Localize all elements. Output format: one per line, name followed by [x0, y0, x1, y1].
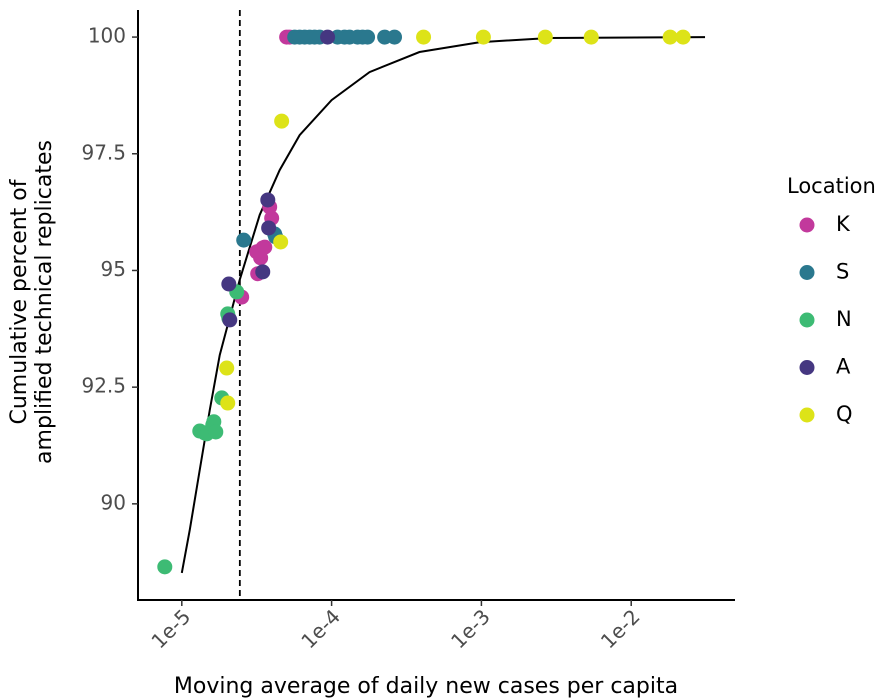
legend-marker — [799, 265, 815, 280]
x-tick-label: 1e-4 — [296, 604, 345, 653]
point — [387, 29, 403, 45]
point — [157, 559, 173, 575]
legend-label: S — [836, 260, 849, 284]
point — [273, 234, 289, 250]
y-tick-label: 100 — [88, 24, 126, 48]
point — [236, 232, 252, 248]
point — [662, 29, 678, 45]
y-axis-label: Cumulative percent of — [7, 178, 32, 424]
x-tick-label: 1e-3 — [446, 604, 495, 653]
point — [219, 360, 235, 376]
point — [475, 29, 491, 45]
legend-marker — [799, 407, 815, 423]
point — [675, 29, 691, 45]
point — [583, 29, 599, 45]
y-tick-label: 97.5 — [81, 140, 126, 164]
point — [222, 312, 238, 328]
legend-title: Location — [787, 174, 876, 198]
legend-label: K — [836, 212, 851, 236]
y-tick-label: 92.5 — [81, 374, 126, 398]
y-tick-label: 95 — [101, 257, 126, 281]
point — [221, 276, 237, 292]
point — [537, 29, 553, 45]
legend-marker — [799, 217, 815, 233]
point — [261, 220, 277, 236]
x-tick-label: 1e-2 — [596, 604, 645, 653]
legend-label: N — [836, 307, 852, 331]
fit-curve — [180, 36, 706, 574]
point — [255, 264, 271, 280]
point — [360, 29, 376, 45]
point — [274, 113, 290, 129]
y-tick-label: 90 — [101, 490, 126, 514]
point — [257, 239, 273, 255]
y-axis-label: amplified technical replicates — [32, 140, 57, 464]
point — [220, 395, 236, 411]
x-tick-label: 1e-5 — [146, 604, 195, 653]
x-axis-label: Moving average of daily new cases per ca… — [174, 674, 678, 699]
point — [208, 424, 224, 440]
legend-marker — [799, 312, 815, 328]
legend-label: Q — [836, 402, 853, 426]
point — [320, 29, 336, 45]
legend-marker — [799, 360, 815, 375]
legend-label: A — [836, 355, 851, 379]
point — [260, 192, 276, 208]
point — [416, 29, 432, 45]
